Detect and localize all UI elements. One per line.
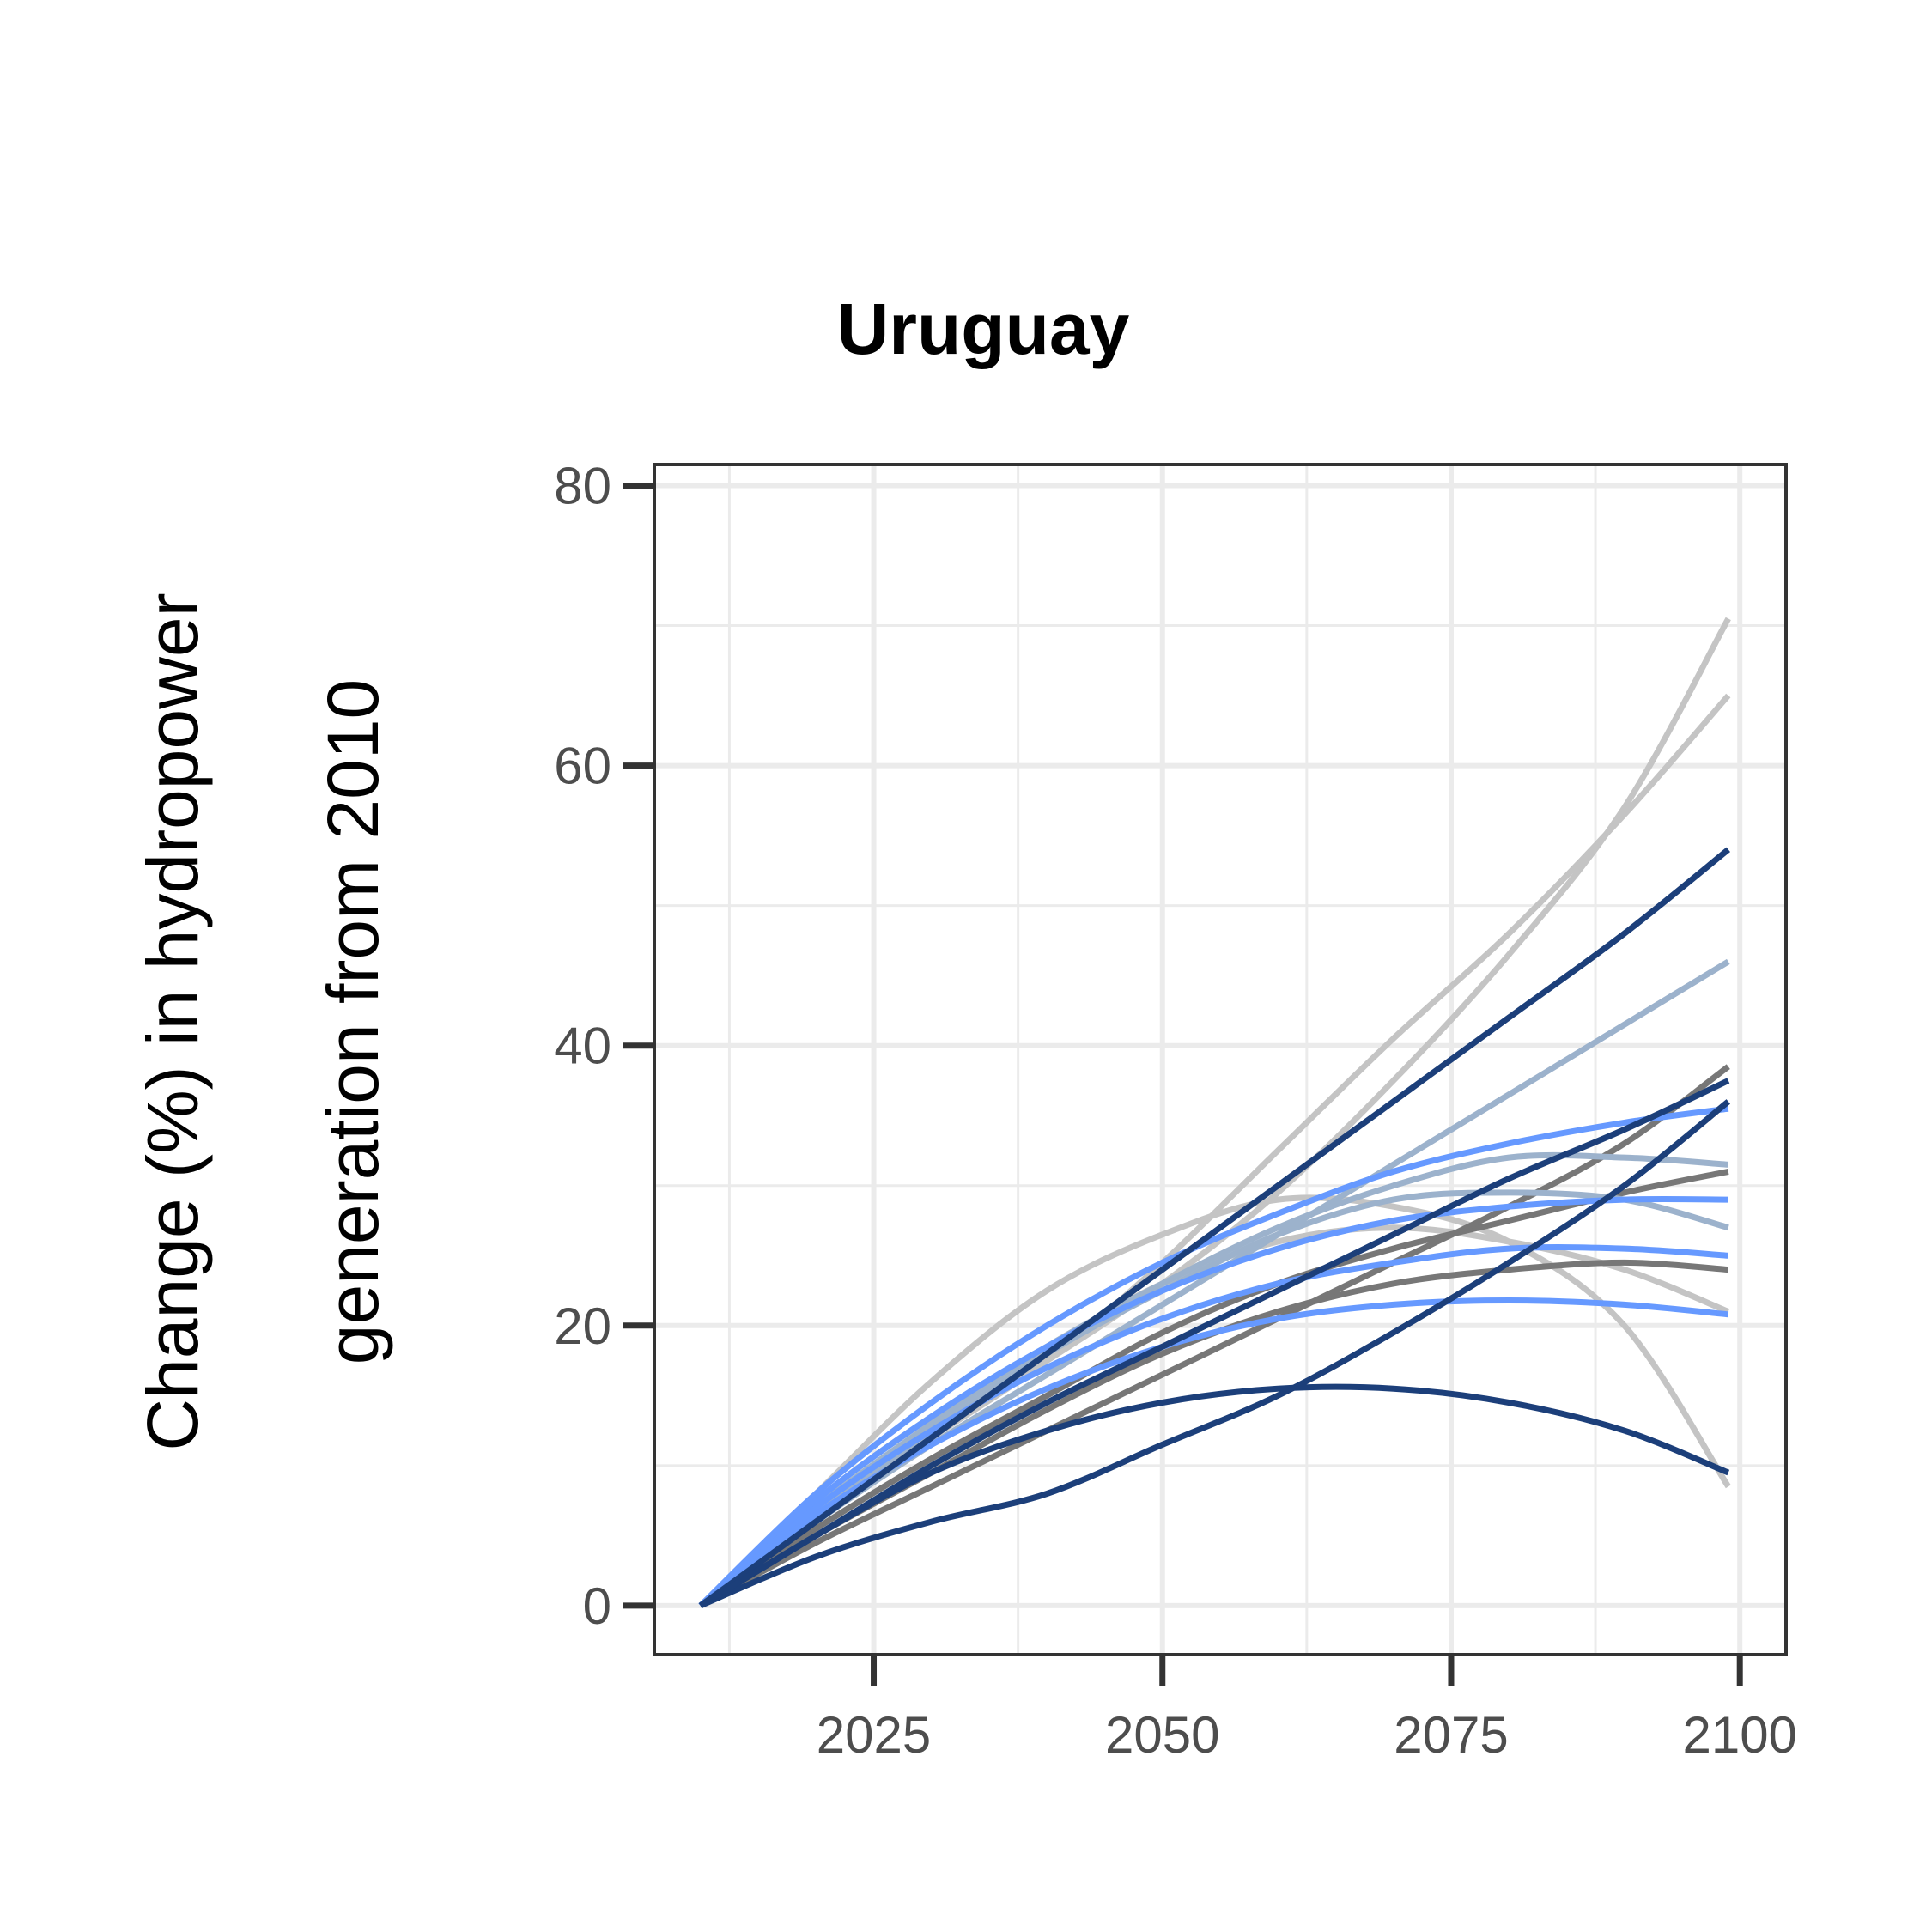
series-line-15 — [698, 847, 1730, 1608]
x-tick-label-2: 2075 — [1394, 1706, 1508, 1764]
y-tick-label-4: 80 — [554, 457, 611, 514]
plot-panel-border — [653, 463, 1788, 1656]
y-axis: 0 20 40 60 80 — [554, 457, 654, 1635]
y-axis-label: Change (%) in hydropower generation from… — [132, 592, 393, 1450]
series-layer — [698, 617, 1731, 1609]
series-line-7 — [699, 1064, 1730, 1608]
series-line-5 — [698, 1168, 1729, 1608]
series-line-18 — [698, 1383, 1730, 1608]
series-line-17 — [699, 1099, 1730, 1609]
y-tick-label-1: 20 — [554, 1297, 611, 1355]
x-tick-label-3: 2100 — [1682, 1706, 1796, 1764]
y-tick-label-3: 60 — [554, 738, 611, 795]
series-line-9 — [698, 1189, 1729, 1608]
grid-minor — [654, 465, 1786, 1655]
y-axis-label-line-1: Change (%) in hydropower — [132, 592, 213, 1450]
x-tick-label-1: 2050 — [1105, 1706, 1219, 1764]
series-line-14 — [698, 1297, 1729, 1608]
y-tick-label-0: 0 — [583, 1577, 611, 1635]
y-axis-label-line-2: generation from 2010 — [313, 679, 393, 1365]
grid-major — [654, 465, 1786, 1655]
x-axis: 2025 2050 2075 2100 — [817, 1655, 1797, 1764]
series-line-13 — [698, 1244, 1729, 1608]
chart-title: Uruguay — [837, 289, 1130, 369]
series-line-12 — [698, 1195, 1728, 1608]
series-line-16 — [698, 1078, 1730, 1608]
y-tick-label-2: 40 — [554, 1018, 611, 1075]
series-line-6 — [698, 1259, 1729, 1608]
series-line-11 — [698, 1105, 1729, 1608]
x-tick-label-0: 2025 — [817, 1706, 931, 1764]
